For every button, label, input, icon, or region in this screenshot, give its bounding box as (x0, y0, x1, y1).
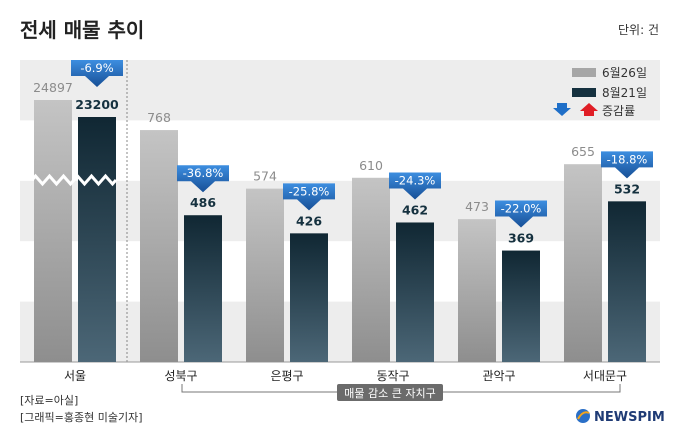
legend: 6월26일 8월21일 증감률 (553, 66, 647, 118)
chart-title: 전세 매물 추이 (20, 18, 144, 42)
change-rate-label: -18.8% (607, 152, 648, 166)
change-arrow (495, 200, 547, 228)
change-arrow (601, 151, 653, 179)
brand-logo-icon (576, 409, 590, 423)
x-tick-label: 은평구 (270, 369, 303, 383)
x-tick-label: 성북구 (164, 369, 197, 383)
background-bands (20, 60, 660, 362)
axis-break-zigzag (30, 173, 118, 187)
change-arrow (177, 165, 229, 193)
legend-label-series1: 6월26일 (602, 66, 647, 80)
district-bracket: 매물 감소 큰 자치구 (181, 384, 621, 401)
bracket-label: 매물 감소 큰 자치구 (344, 387, 435, 400)
legend-label-change: 증감률 (602, 104, 635, 118)
brand-logo: NEWSPIM (576, 409, 665, 425)
change-arrows-layer: -6.9% -36.8% -25.8% -24.3% -22.0% -18.8% (71, 60, 653, 228)
x-tick-label: 서대문구 (583, 369, 627, 383)
bar-series2 (502, 250, 540, 362)
bars-layer (30, 100, 646, 362)
change-rate-label: -36.8% (183, 166, 224, 180)
value-label-series1: 610 (359, 158, 383, 173)
bar-series1 (140, 130, 178, 362)
legend-label-series2: 8월21일 (602, 86, 647, 100)
value-label-series1: 473 (465, 199, 489, 214)
change-arrow (283, 183, 335, 211)
bar-series1 (458, 219, 496, 362)
x-tick-labels: 서울 성북구 은평구 동작구 관악구 서대문구 (64, 369, 627, 383)
change-arrow (71, 60, 123, 87)
change-rate-label: -6.9% (80, 61, 113, 75)
change-rate-label: -25.8% (289, 184, 330, 198)
value-label-series1: 768 (147, 110, 171, 125)
bar-series2 (608, 201, 646, 362)
change-arrow (389, 172, 441, 200)
unit-label: 단위: 건 (618, 23, 659, 37)
legend-arrow-down-icon (553, 103, 571, 116)
bar-series2 (396, 222, 434, 362)
bar-series2 (290, 233, 328, 362)
background-band (20, 180, 660, 242)
change-rate-label: -22.0% (501, 202, 542, 216)
value-label-series2: 369 (508, 231, 534, 246)
bar-series2 (78, 117, 116, 362)
bar-series1 (352, 177, 390, 362)
legend-swatch-series2 (572, 88, 596, 97)
value-label-series2: 23200 (75, 97, 119, 112)
value-label-series1: 655 (571, 144, 595, 159)
bracket-label-box (337, 384, 443, 401)
brand-name: NEWSPIM (594, 410, 665, 425)
x-tick-label: 관악구 (482, 369, 515, 383)
bar-series2 (184, 215, 222, 362)
value-label-series1: 574 (253, 169, 277, 184)
value-label-series2: 426 (296, 213, 322, 228)
change-rate-label: -24.3% (395, 173, 436, 187)
bar-series1 (34, 100, 72, 362)
x-tick-label: 동작구 (376, 369, 409, 383)
bracket-line (181, 384, 621, 393)
value-label-series2: 532 (614, 181, 640, 196)
background-band (20, 301, 660, 362)
legend-arrow-up-icon (580, 103, 598, 116)
credit-note: [그래픽=홍종현 미술기자] (20, 410, 143, 424)
legend-swatch-series1 (572, 68, 596, 77)
source-note: [자료=아실] (20, 394, 78, 407)
value-label-series2: 462 (402, 202, 428, 217)
x-tick-label: 서울 (64, 369, 86, 383)
bar-series1 (246, 188, 284, 362)
bar-series1 (564, 164, 602, 362)
value-label-series2: 486 (190, 195, 216, 210)
background-band (20, 60, 660, 121)
value-label-series1: 24897 (33, 80, 73, 95)
